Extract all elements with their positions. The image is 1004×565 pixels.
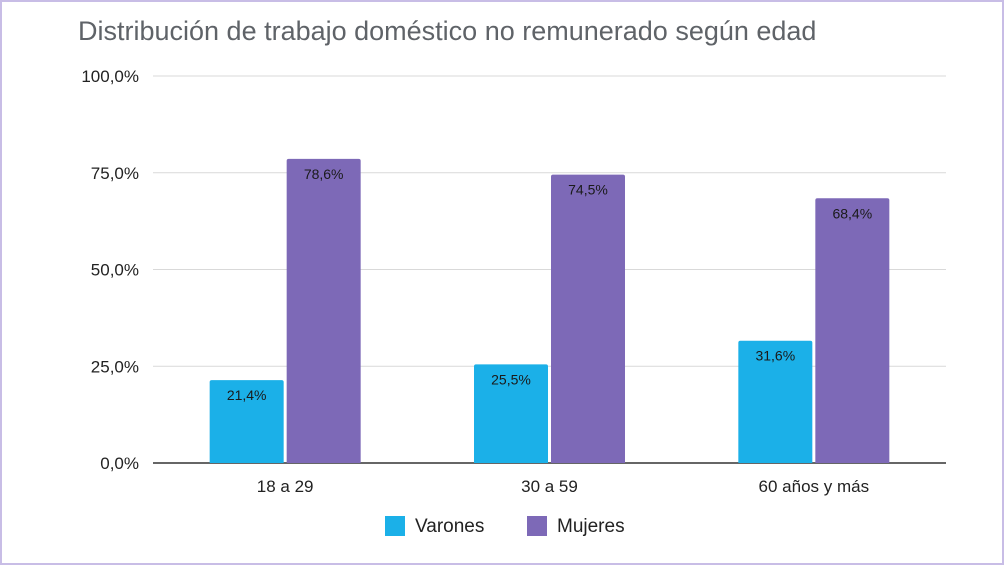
bar-varones-2 [474, 364, 548, 463]
data-label: 78,6% [304, 166, 344, 182]
y-tick-label: 0,0% [100, 454, 139, 473]
bar-varones-3 [738, 340, 813, 463]
y-tick-label: 50,0% [91, 261, 139, 280]
y-tick-label: 100,0% [81, 67, 139, 86]
legend-swatch-mujeres [527, 516, 547, 536]
legend-label-varones: Varones [415, 516, 484, 537]
y-tick-label: 75,0% [91, 164, 139, 183]
legend-swatch-varones [385, 516, 405, 536]
bar-mujeres-3 [815, 198, 890, 464]
data-label: 68,4% [832, 205, 872, 221]
data-label: 31,6% [755, 348, 795, 364]
y-tick-label: 25,0% [91, 357, 139, 376]
data-label: 21,4% [227, 387, 267, 403]
data-label: 74,5% [568, 182, 608, 198]
x-tick-label: 18 a 29 [257, 477, 314, 496]
data-label: 25,5% [491, 371, 531, 387]
x-tick-label: 30 a 59 [521, 477, 578, 496]
legend-label-mujeres: Mujeres [557, 516, 625, 537]
bar-mujeres-2 [551, 174, 625, 463]
chart-title: Distribución de trabajo doméstico no rem… [78, 16, 817, 46]
x-tick-label: 60 años y más [759, 477, 870, 496]
bar-varones-1 [209, 380, 284, 463]
bar-mujeres-1 [286, 158, 361, 463]
